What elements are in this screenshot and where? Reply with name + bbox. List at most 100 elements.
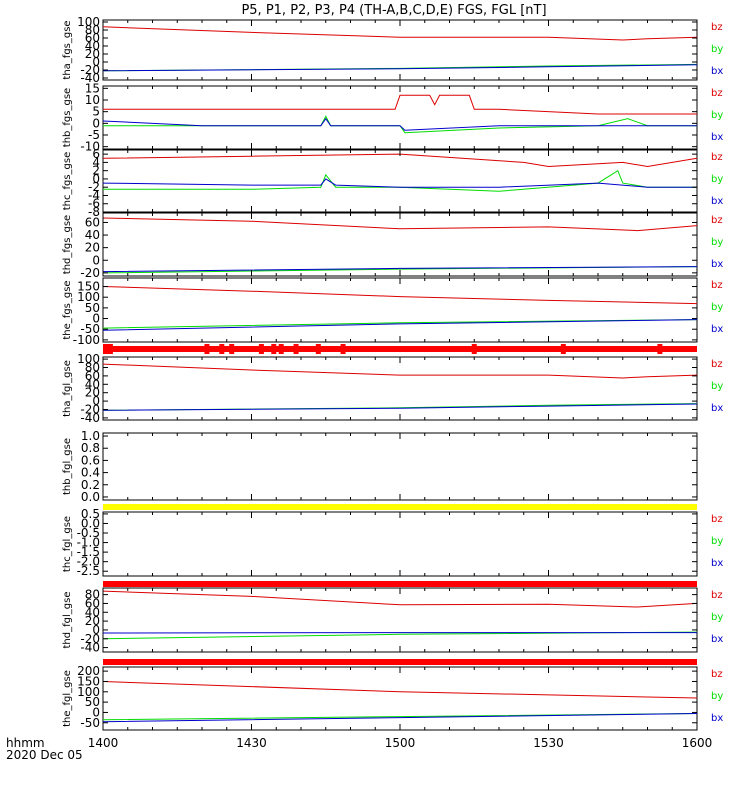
y-tick-label: -2	[88, 180, 100, 194]
y-tick-label: -2.5	[77, 564, 100, 578]
legend-by: by	[711, 302, 723, 313]
panel-frame	[102, 356, 698, 421]
legend-by: by	[711, 691, 723, 702]
series-line-bz	[102, 590, 698, 608]
y-tick-label: -2.0	[77, 555, 100, 569]
y-tick-label: 20	[85, 47, 100, 61]
y-axis-label: the_fgs_gse	[62, 280, 73, 339]
y-tick-label: 0.8	[81, 441, 100, 455]
y-axis-label: thd_fgl_gse	[62, 592, 73, 649]
y-tick-label: 40	[85, 377, 100, 391]
series-line-bz	[102, 681, 698, 699]
y-tick-label: 20	[85, 241, 100, 255]
series-line-bx	[102, 117, 697, 131]
y-axis-label: thb_fgs_gse	[62, 88, 73, 147]
y-axis-label: the_fgl_gse	[62, 670, 73, 727]
legend-by: by	[711, 612, 723, 623]
y-tick-label: -8	[88, 205, 100, 219]
panel: 1.00.80.60.40.20.0 thb_fgl_gse	[62, 429, 698, 504]
legend-by: by	[711, 110, 723, 121]
series-line-bz	[102, 363, 698, 379]
legend-bz: bz	[711, 359, 723, 370]
status-marker	[204, 344, 210, 354]
time-axis: 1400 1430 1500 1530 1600	[88, 736, 713, 750]
y-tick-label: -40	[80, 411, 100, 425]
series-line-bx	[102, 64, 698, 72]
y-tick-label: 20	[85, 386, 100, 400]
y-tick-label: 80	[85, 361, 100, 375]
status-marker	[107, 344, 113, 354]
series-line-bx	[102, 266, 698, 273]
y-tick-label: -6	[88, 197, 100, 211]
x-tick-label: 1530	[533, 736, 564, 750]
y-tick-label: 1.0	[81, 429, 100, 443]
y-tick-label: 0	[92, 116, 100, 130]
status-marker	[219, 344, 225, 354]
y-tick-label: 20	[85, 614, 100, 628]
x-tick-label: 1430	[236, 736, 267, 750]
status-marker	[229, 344, 235, 354]
y-tick-label: 50	[85, 301, 100, 315]
status-bar-red	[103, 581, 697, 587]
y-tick-label: 6	[92, 147, 100, 161]
y-tick-label: -50	[80, 716, 100, 730]
y-tick-label: 40	[85, 39, 100, 53]
y-axis-label: tha_fgs_gse	[62, 20, 73, 79]
legend-bz: bz	[711, 514, 723, 525]
legend-bx: bx	[711, 259, 723, 270]
series-line-bz	[103, 94, 697, 115]
y-tick-label: 4	[92, 155, 100, 169]
status-marker	[560, 344, 566, 354]
y-tick-label: 100	[77, 685, 100, 699]
y-tick-label: 40	[85, 605, 100, 619]
legend-by: by	[711, 44, 723, 55]
y-tick-label: 0.4	[81, 466, 100, 480]
y-tick-label: -20	[80, 266, 100, 280]
panel-frame	[102, 277, 698, 343]
series-line-bx	[102, 178, 697, 188]
y-tick-label: -0.5	[77, 526, 100, 540]
legend-bx: bx	[711, 634, 723, 645]
y-tick-label: -5	[88, 128, 100, 142]
status-marker	[102, 344, 108, 354]
legend-bx: bx	[711, 324, 723, 335]
y-tick-label: 0.5	[81, 507, 100, 521]
y-tick-label: -40	[80, 71, 100, 85]
legend-bz: bz	[711, 590, 723, 601]
status-marker	[271, 344, 277, 354]
y-tick-label: 0	[92, 394, 100, 408]
legend-by: by	[711, 237, 723, 248]
y-tick-label: -10	[80, 140, 100, 154]
y-tick-label: 60	[85, 215, 100, 229]
status-marker	[471, 344, 477, 354]
y-tick-label: 0	[92, 55, 100, 69]
y-tick-label: -20	[80, 403, 100, 417]
y-axis-label: thb_fgl_gse	[62, 438, 73, 495]
y-tick-label: 80	[85, 23, 100, 37]
status-bars	[102, 344, 697, 665]
y-tick-label: 0	[92, 312, 100, 326]
y-tick-label: 0.2	[81, 478, 100, 492]
panel-frame	[102, 212, 698, 277]
legend-bx: bx	[711, 132, 723, 143]
y-tick-label: 0	[92, 172, 100, 186]
y-tick-label: 5	[92, 105, 100, 119]
legend-bz: bz	[711, 152, 723, 163]
x-tick-label: 1500	[385, 736, 416, 750]
y-tick-label: 40	[85, 228, 100, 242]
plot-title: P5, P1, P2, P3, P4 (TH-A,B,C,D,E) FGS, F…	[241, 3, 546, 18]
y-tick-label: -40	[80, 641, 100, 655]
series-line-bx	[102, 319, 698, 331]
panel-frame	[102, 19, 698, 81]
y-tick-label: 100	[77, 290, 100, 304]
status-bar-red	[103, 346, 697, 352]
y-tick-label: 60	[85, 596, 100, 610]
y-tick-label: -1.0	[77, 536, 100, 550]
status-bar-yellow	[103, 504, 697, 510]
series-line-bz	[102, 153, 698, 168]
y-tick-label: -20	[80, 632, 100, 646]
